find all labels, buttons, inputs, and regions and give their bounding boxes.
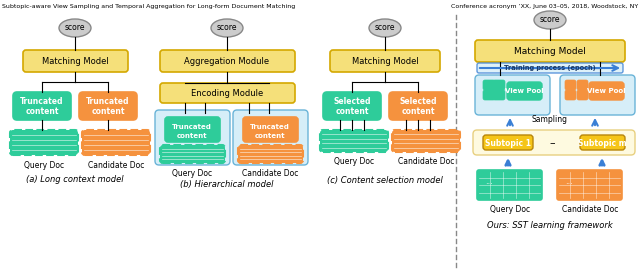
FancyBboxPatch shape [389,92,447,120]
Text: Query Doc: Query Doc [172,169,212,177]
FancyBboxPatch shape [320,130,388,152]
FancyBboxPatch shape [475,75,550,115]
FancyBboxPatch shape [589,82,624,100]
FancyBboxPatch shape [165,117,220,142]
Text: score: score [540,15,560,24]
FancyBboxPatch shape [477,170,542,200]
Text: content: content [177,133,207,139]
Text: Candidate Doc: Candidate Doc [242,169,298,177]
FancyBboxPatch shape [243,117,298,142]
Ellipse shape [534,11,566,29]
FancyBboxPatch shape [160,83,295,103]
FancyBboxPatch shape [233,110,308,165]
Text: ...: ... [565,177,573,186]
Text: Encoding Module: Encoding Module [191,89,263,98]
Text: Matching Model: Matching Model [514,46,586,56]
Text: (a) Long context model: (a) Long context model [26,175,124,185]
Ellipse shape [369,19,401,37]
FancyBboxPatch shape [23,50,128,72]
Ellipse shape [59,19,91,37]
Text: score: score [375,23,396,32]
FancyBboxPatch shape [10,130,78,155]
Text: Query Doc: Query Doc [490,205,530,215]
Text: Subtopic m: Subtopic m [578,139,627,147]
Text: Matching Model: Matching Model [351,56,419,65]
FancyBboxPatch shape [155,110,230,165]
FancyBboxPatch shape [577,90,588,100]
Text: Candidate Doc: Candidate Doc [88,161,144,169]
FancyBboxPatch shape [323,92,381,120]
FancyBboxPatch shape [483,90,495,100]
FancyBboxPatch shape [557,170,622,200]
FancyBboxPatch shape [493,80,505,90]
FancyBboxPatch shape [560,75,635,115]
Text: score: score [217,23,237,32]
FancyBboxPatch shape [565,90,576,100]
Text: Subtopic 1: Subtopic 1 [485,139,531,147]
Text: content: content [255,133,285,139]
Text: Selected: Selected [333,98,371,106]
Text: Aggregation Module: Aggregation Module [184,56,269,65]
FancyBboxPatch shape [565,80,576,90]
Text: Training process (epoch): Training process (epoch) [504,65,596,71]
Text: Truncated: Truncated [20,98,64,106]
FancyBboxPatch shape [475,40,625,62]
FancyBboxPatch shape [160,50,295,72]
FancyBboxPatch shape [82,130,150,155]
FancyBboxPatch shape [160,145,225,163]
Text: Truncated: Truncated [86,98,130,106]
Text: Truncated: Truncated [172,124,212,130]
Text: content: content [92,108,125,117]
Text: Sampling: Sampling [532,116,568,125]
Text: View Pool: View Pool [505,88,543,94]
Text: Truncated: Truncated [250,124,290,130]
Text: Subtopic-aware View Sampling and Temporal Aggregation for Long-form Document Mat: Subtopic-aware View Sampling and Tempora… [2,4,295,9]
FancyBboxPatch shape [507,82,542,100]
FancyBboxPatch shape [580,135,625,150]
Text: Ours: SST learning framework: Ours: SST learning framework [487,221,613,230]
Text: Candidate Doc: Candidate Doc [562,205,618,215]
Ellipse shape [211,19,243,37]
Text: content: content [401,108,435,117]
FancyBboxPatch shape [392,130,460,152]
FancyBboxPatch shape [483,135,533,150]
FancyBboxPatch shape [477,63,623,73]
Text: Query Doc: Query Doc [24,161,64,169]
FancyBboxPatch shape [238,145,303,163]
FancyBboxPatch shape [13,92,71,120]
Text: Matching Model: Matching Model [42,56,108,65]
Text: (c) Content selection model: (c) Content selection model [327,175,443,185]
Text: (b) Hierarchical model: (b) Hierarchical model [180,180,274,189]
Text: –: – [549,138,555,148]
Text: content: content [335,108,369,117]
Text: score: score [65,23,85,32]
Text: Candidate Doc: Candidate Doc [398,158,454,166]
FancyBboxPatch shape [577,80,588,90]
Text: View Pool: View Pool [587,88,625,94]
FancyBboxPatch shape [79,92,137,120]
FancyBboxPatch shape [330,50,440,72]
Text: ...: ... [485,177,493,186]
Text: Query Doc: Query Doc [334,158,374,166]
FancyBboxPatch shape [493,90,505,100]
FancyBboxPatch shape [473,130,635,155]
Text: Conference acronym ’XX, June 03–05, 2018, Woodstock, NY: Conference acronym ’XX, June 03–05, 2018… [451,4,638,9]
Text: content: content [25,108,59,117]
Text: Selected: Selected [399,98,436,106]
FancyBboxPatch shape [483,80,495,90]
